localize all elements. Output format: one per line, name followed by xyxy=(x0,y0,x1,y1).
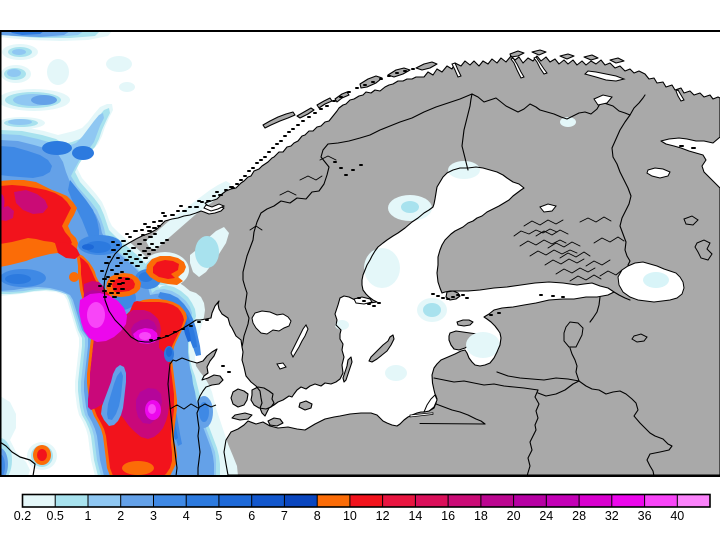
svg-text:36: 36 xyxy=(638,509,652,523)
svg-text:2: 2 xyxy=(117,509,124,523)
svg-text:24: 24 xyxy=(539,509,553,523)
svg-text:6: 6 xyxy=(248,509,255,523)
svg-text:0.5: 0.5 xyxy=(47,509,64,523)
svg-text:28: 28 xyxy=(572,509,586,523)
svg-text:18: 18 xyxy=(474,509,488,523)
svg-text:14: 14 xyxy=(408,509,422,523)
svg-text:32: 32 xyxy=(605,509,619,523)
svg-text:1: 1 xyxy=(85,509,92,523)
svg-text:20: 20 xyxy=(507,509,521,523)
svg-text:16: 16 xyxy=(441,509,455,523)
svg-text:40: 40 xyxy=(670,509,684,523)
svg-text:8: 8 xyxy=(314,509,321,523)
svg-text:12: 12 xyxy=(376,509,390,523)
svg-text:5: 5 xyxy=(215,509,222,523)
svg-text:0.2: 0.2 xyxy=(14,509,31,523)
svg-text:7: 7 xyxy=(281,509,288,523)
svg-text:10: 10 xyxy=(343,509,357,523)
svg-text:4: 4 xyxy=(183,509,190,523)
svg-text:3: 3 xyxy=(150,509,157,523)
